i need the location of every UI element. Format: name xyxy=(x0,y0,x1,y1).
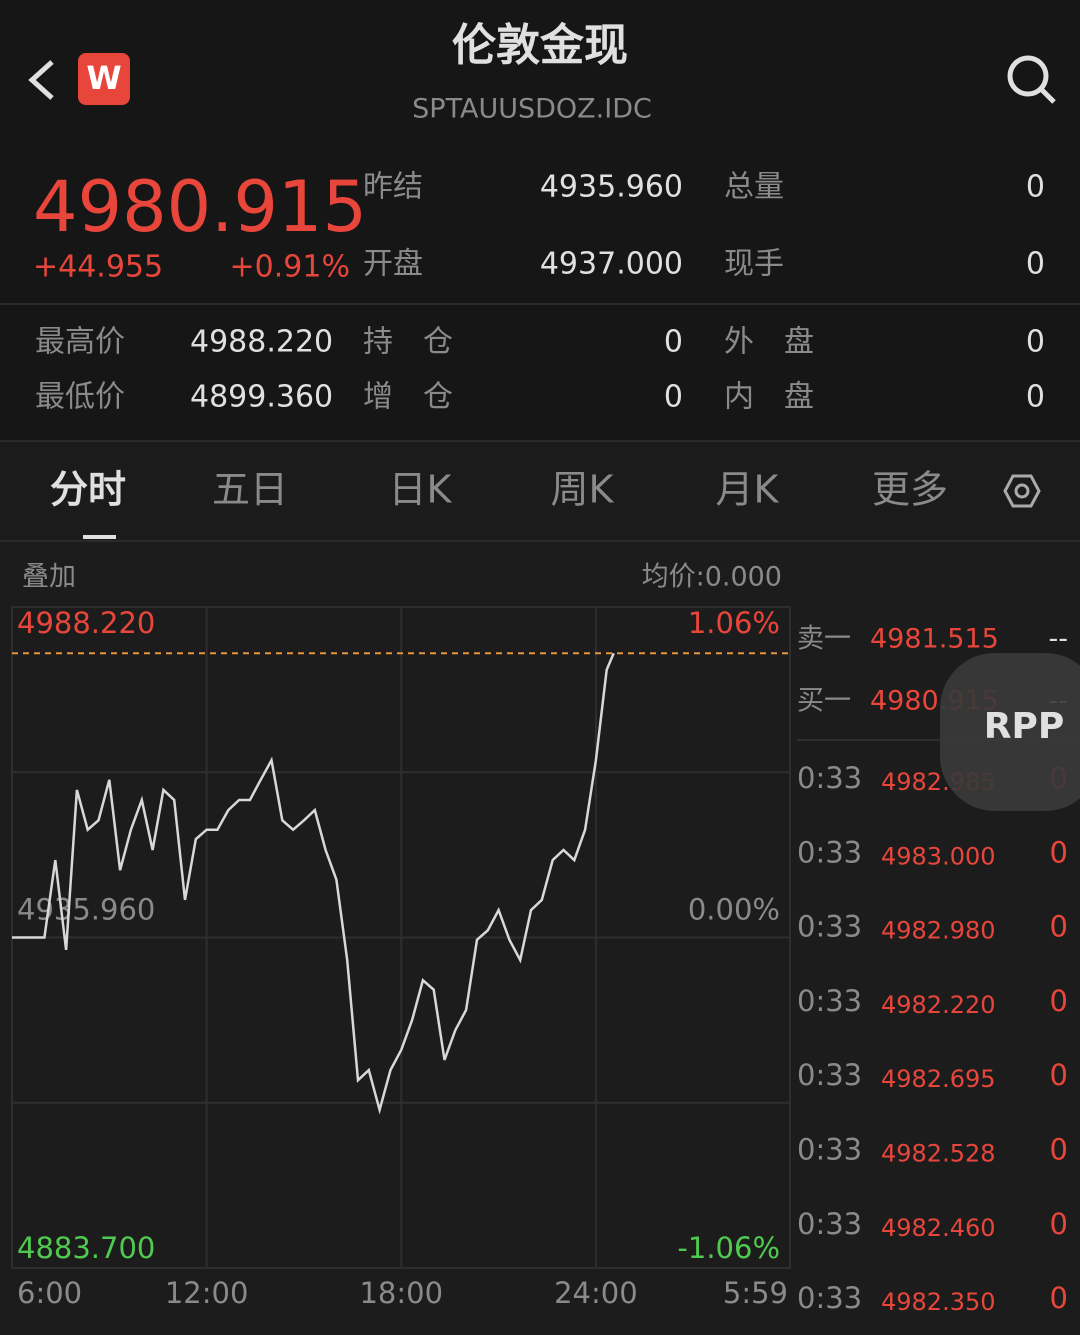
book-label: 买一 xyxy=(797,686,851,717)
trade-volume: 0 xyxy=(1050,910,1068,944)
trade-time: 0:33 xyxy=(797,1281,862,1315)
trade-time: 0:33 xyxy=(797,1207,862,1241)
quote-value: 4937.000 xyxy=(540,247,683,282)
change: +44.955 xyxy=(33,250,163,285)
trade-price: 4982.350 xyxy=(881,1288,996,1316)
pct-label: 0.00% xyxy=(688,893,780,927)
stat-label: 持 仓 xyxy=(363,325,453,360)
tab[interactable]: 周K xyxy=(551,468,615,512)
stat-label: 内 盘 xyxy=(724,380,814,415)
back-button[interactable] xyxy=(28,60,54,100)
trade-time: 0:33 xyxy=(797,984,862,1018)
pct-label: -1.06% xyxy=(677,1231,780,1265)
avg-label: 均价:0.000 xyxy=(642,562,782,593)
stat-value: 4899.360 xyxy=(190,380,333,415)
quote-label: 昨结 xyxy=(363,170,423,205)
x-tick-label: 18:00 xyxy=(359,1276,443,1310)
tab[interactable]: 月K xyxy=(716,468,780,512)
stat-value: 0 xyxy=(1026,380,1045,415)
logo-text: W xyxy=(86,59,121,97)
trade-volume: 0 xyxy=(1050,984,1068,1018)
last-price: 4980.915 xyxy=(33,166,367,248)
trade-time: 0:33 xyxy=(797,1058,862,1092)
trade-volume: 0 xyxy=(1050,835,1068,869)
stat-value: 4988.220 xyxy=(190,325,333,360)
pct-label: 1.06% xyxy=(688,606,780,640)
book-label: 卖一 xyxy=(797,624,851,655)
x-tick-label: 12:00 xyxy=(165,1276,249,1310)
trade-time: 0:33 xyxy=(797,761,862,795)
trade-price: 4982.460 xyxy=(881,1214,996,1242)
book-price: 4981.515 xyxy=(870,624,999,655)
x-tick-label: 6:00 xyxy=(17,1276,82,1310)
settings-icon xyxy=(1003,474,1041,508)
stat-label: 最高价 xyxy=(35,325,125,360)
stat-label: 外 盘 xyxy=(724,325,814,360)
change-pct: +0.91% xyxy=(230,250,350,285)
trade-price: 4982.528 xyxy=(881,1140,996,1168)
y-tick-label: 4883.700 xyxy=(17,1231,155,1265)
search-button[interactable] xyxy=(1007,55,1056,104)
trade-volume: 0 xyxy=(1050,1281,1068,1315)
stat-label: 最低价 xyxy=(35,380,125,415)
quote-label: 总量 xyxy=(724,170,784,205)
tab[interactable]: 更多 xyxy=(872,468,948,512)
badge-text: RPP xyxy=(984,706,1065,747)
tab-underline xyxy=(83,535,116,539)
quote-value: 4935.960 xyxy=(540,170,683,205)
stat-label: 增 仓 xyxy=(363,380,453,415)
quote-label: 现手 xyxy=(724,247,784,282)
x-tick-label: 24:00 xyxy=(554,1276,638,1310)
quote-value: 0 xyxy=(1026,247,1045,282)
tab-bar xyxy=(0,442,1080,540)
x-tick-label: 5:59 xyxy=(723,1276,788,1310)
trade-time: 0:33 xyxy=(797,910,862,944)
y-tick-label: 4988.220 xyxy=(17,606,155,640)
trade-price: 4982.980 xyxy=(881,917,996,945)
subtitle: SPTAUUSDOZ.IDC xyxy=(412,94,652,125)
trade-volume: 0 xyxy=(1050,1133,1068,1167)
trade-price: 4982.220 xyxy=(881,991,996,1019)
book-volume: -- xyxy=(1049,624,1069,655)
stat-value: 0 xyxy=(664,325,683,360)
trade-time: 0:33 xyxy=(797,1133,862,1167)
trade-time: 0:33 xyxy=(797,835,862,869)
overlay-label: 叠加 xyxy=(22,562,76,593)
floating-badge[interactable] xyxy=(940,653,1080,811)
trade-price: 4983.000 xyxy=(881,842,996,870)
stat-value: 0 xyxy=(664,380,683,415)
trade-volume: 0 xyxy=(1050,1207,1068,1241)
tab[interactable]: 分时 xyxy=(50,468,126,512)
quote-value: 0 xyxy=(1026,170,1045,205)
title: 伦敦金现 xyxy=(452,20,628,71)
search-handle xyxy=(1039,87,1056,104)
quote-label: 开盘 xyxy=(363,247,423,282)
trade-volume: 0 xyxy=(1050,1058,1068,1092)
y-tick-label: 4935.960 xyxy=(17,893,155,927)
stat-value: 0 xyxy=(1026,325,1045,360)
price-line xyxy=(12,652,615,1115)
search-icon xyxy=(1007,55,1049,97)
trade-price: 4982.695 xyxy=(881,1065,996,1093)
logo xyxy=(78,53,130,105)
tab[interactable]: 五日 xyxy=(212,468,288,512)
tab[interactable]: 日K xyxy=(389,468,453,512)
content: 昨结 4935.960 总量 0 开盘 4937.000 现手 0 最高价 4988.220 持 仓… xyxy=(11,170,1080,1316)
settings-dot xyxy=(1014,483,1030,499)
settings-button[interactable] xyxy=(1003,474,1041,508)
